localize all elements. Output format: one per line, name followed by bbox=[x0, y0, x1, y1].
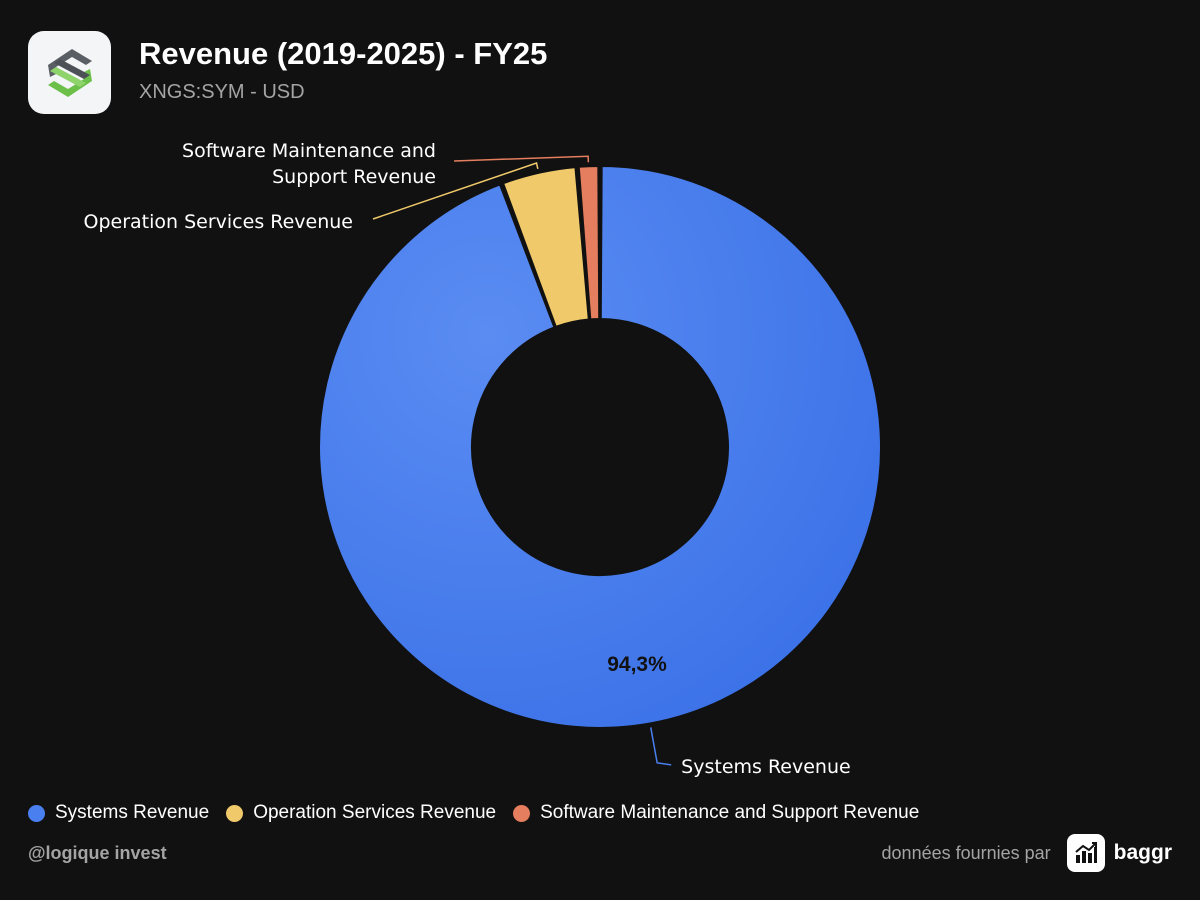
legend-label: Operation Services Revenue bbox=[253, 802, 497, 823]
author-handle: @logique invest bbox=[28, 843, 167, 863]
chart-subtitle: XNGS:SYM - USD bbox=[139, 81, 305, 103]
legend-dot bbox=[513, 804, 531, 822]
slice-label: Software Maintenance and Support Revenue bbox=[182, 140, 436, 188]
legend-dot bbox=[28, 804, 45, 822]
company-logo bbox=[28, 31, 111, 114]
chart-title: Revenue (2019-2025) - FY25 bbox=[139, 36, 548, 71]
slice-systems-revenue[interactable] bbox=[318, 164, 882, 729]
donut-chart: Systems Revenue 94,3% Operation Services R… bbox=[84, 140, 882, 778]
symbotic-logo-icon bbox=[47, 48, 92, 97]
legend-item-operation-services[interactable]: Operation Services Revenue bbox=[226, 802, 496, 824]
legend-dot bbox=[226, 804, 244, 822]
data-label: 94,3% bbox=[607, 653, 667, 676]
slice-label: Operation Services Revenue bbox=[84, 211, 354, 233]
slice-operation-services-revenue[interactable] bbox=[501, 165, 590, 329]
data-credit: données fournies par baggr bbox=[882, 834, 1172, 872]
legend-label: Software Maintenance and Support Revenue bbox=[540, 802, 920, 823]
slice-software-maintenance-and-support-revenue[interactable] bbox=[577, 164, 601, 321]
brand-name: baggr bbox=[1113, 841, 1172, 864]
legend-item-software-maintenance[interactable]: Software Maintenance and Support Revenue bbox=[513, 802, 919, 824]
legend-label: Systems Revenue bbox=[55, 802, 210, 823]
leader-line bbox=[650, 727, 672, 766]
bar-chart-trend-icon bbox=[1075, 842, 1097, 863]
leader-line bbox=[453, 155, 590, 163]
baggr-logo[interactable] bbox=[1066, 834, 1105, 872]
legend-item-systems[interactable]: Systems Revenue bbox=[28, 802, 209, 824]
slice-label: Systems Revenue bbox=[681, 756, 851, 778]
credit-text: données fournies par bbox=[881, 842, 1051, 863]
chart-legend: Systems Revenue Operation Services Reven… bbox=[28, 802, 936, 824]
leader-line bbox=[372, 162, 539, 220]
